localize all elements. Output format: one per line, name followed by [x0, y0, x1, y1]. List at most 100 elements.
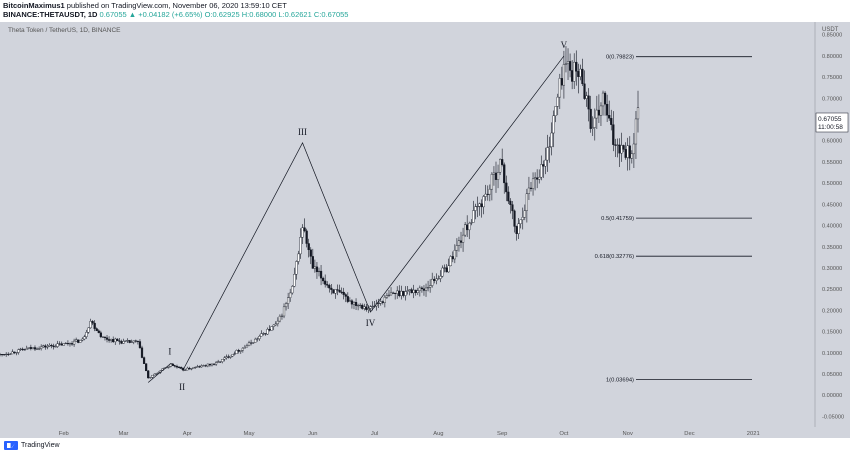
candle-body — [575, 61, 578, 72]
candle-body — [227, 356, 230, 358]
candle-body — [287, 297, 290, 304]
tradingview-logo[interactable]: TradingView — [4, 441, 60, 450]
candle-body — [608, 114, 611, 119]
candle-body — [208, 363, 212, 366]
candle-body — [326, 284, 329, 286]
fib-label: 0(0.79823) — [606, 55, 634, 61]
candle-body — [402, 290, 405, 296]
candle-body — [247, 342, 251, 347]
candle-body — [42, 345, 45, 348]
candle-body — [464, 224, 467, 236]
wave-label: I — [168, 347, 171, 357]
candle-body — [338, 289, 341, 293]
candle-body — [151, 374, 154, 378]
candle-body — [525, 193, 528, 211]
x-tick-label: May — [244, 431, 255, 437]
candle-body — [603, 92, 607, 105]
wave-label: V — [561, 40, 568, 50]
candle-body — [309, 249, 312, 257]
candle-body — [7, 353, 10, 355]
candle-body — [38, 348, 41, 350]
y-tick-label: 0.40000 — [822, 224, 842, 230]
wave-label: III — [298, 127, 307, 137]
candle-body — [503, 164, 506, 184]
candle-body — [272, 324, 275, 327]
candle-body — [274, 323, 277, 326]
candle-body — [354, 302, 358, 306]
x-tick-labels: Feb Mar Apr May Jun Jul Aug Sep Oct Nov Dec 2021 — [59, 431, 760, 437]
price-axis[interactable] — [815, 22, 850, 427]
candle-body — [317, 270, 321, 273]
author-name[interactable]: BitcoinMaximus1 — [3, 1, 65, 10]
ohlc-values: O:0.62925 H:0.68000 L:0.62621 C:0.67055 — [204, 10, 349, 19]
candle-body — [379, 301, 382, 304]
chart-title: Theta Token / TetherUS, 1D, BINANCE — [8, 27, 121, 34]
candle-body — [112, 339, 115, 343]
candle-body — [618, 144, 621, 154]
candle-body — [636, 107, 640, 120]
candle-body — [118, 340, 121, 342]
candle-body — [138, 341, 142, 349]
y-tick-label: -0.05000 — [822, 414, 844, 420]
candle-body — [305, 230, 308, 244]
candle-body — [206, 363, 209, 367]
candle-body — [284, 303, 288, 308]
time-axis[interactable] — [0, 427, 850, 438]
candle-body — [451, 256, 454, 260]
candle-body — [254, 338, 257, 343]
candle-body — [295, 261, 298, 275]
candle-body — [313, 266, 316, 269]
x-tick-label: Mar — [118, 431, 128, 437]
candle-body — [54, 346, 57, 348]
candle-body — [599, 105, 603, 116]
candle-body — [585, 95, 588, 99]
x-tick-label: Feb — [59, 431, 69, 437]
candle-body — [587, 95, 590, 110]
candle-body — [25, 348, 28, 350]
candle-body — [130, 341, 133, 343]
candle-body — [72, 340, 76, 345]
candle-body — [155, 373, 158, 375]
candle-body — [426, 287, 430, 289]
candle-body — [35, 348, 39, 350]
candle-body — [478, 203, 481, 207]
candle-body — [365, 306, 368, 310]
candle-body — [589, 108, 592, 129]
y-tick-label: 0.60000 — [822, 139, 842, 145]
candle-body — [264, 333, 267, 335]
candle-body — [581, 68, 584, 85]
candle-body — [523, 210, 526, 218]
candle-body — [27, 347, 30, 349]
countdown-label: 11:00:58 — [818, 124, 843, 131]
candle-body — [492, 172, 496, 175]
candle-body — [87, 327, 90, 333]
candle-body — [496, 172, 500, 180]
candle-body — [194, 366, 197, 368]
candle-body — [241, 347, 244, 351]
candle-body — [336, 289, 339, 291]
candle-body — [252, 342, 255, 344]
candle-body — [470, 222, 473, 224]
candle-body — [406, 290, 409, 292]
candle-body — [31, 347, 35, 349]
candle-body — [134, 340, 137, 342]
candle-body — [429, 285, 432, 288]
candle-body — [184, 369, 187, 371]
candle-body — [307, 243, 310, 251]
candle-body — [626, 145, 629, 158]
candle-body — [398, 290, 401, 297]
candle-body — [404, 291, 407, 296]
plot-area[interactable] — [0, 22, 815, 427]
candle-body — [550, 132, 553, 148]
candle-body — [439, 275, 442, 279]
candle-body — [278, 315, 281, 322]
symbol-name[interactable]: BINANCE:THETAUSDT, 1D — [3, 10, 98, 19]
y-tick-label: 0.35000 — [822, 245, 842, 251]
candle-body — [542, 164, 545, 167]
x-tick-label: Jun — [308, 431, 317, 437]
candle-body — [371, 305, 374, 307]
candle-body — [389, 292, 393, 296]
candle-body — [447, 265, 450, 273]
candle-body — [11, 351, 14, 355]
